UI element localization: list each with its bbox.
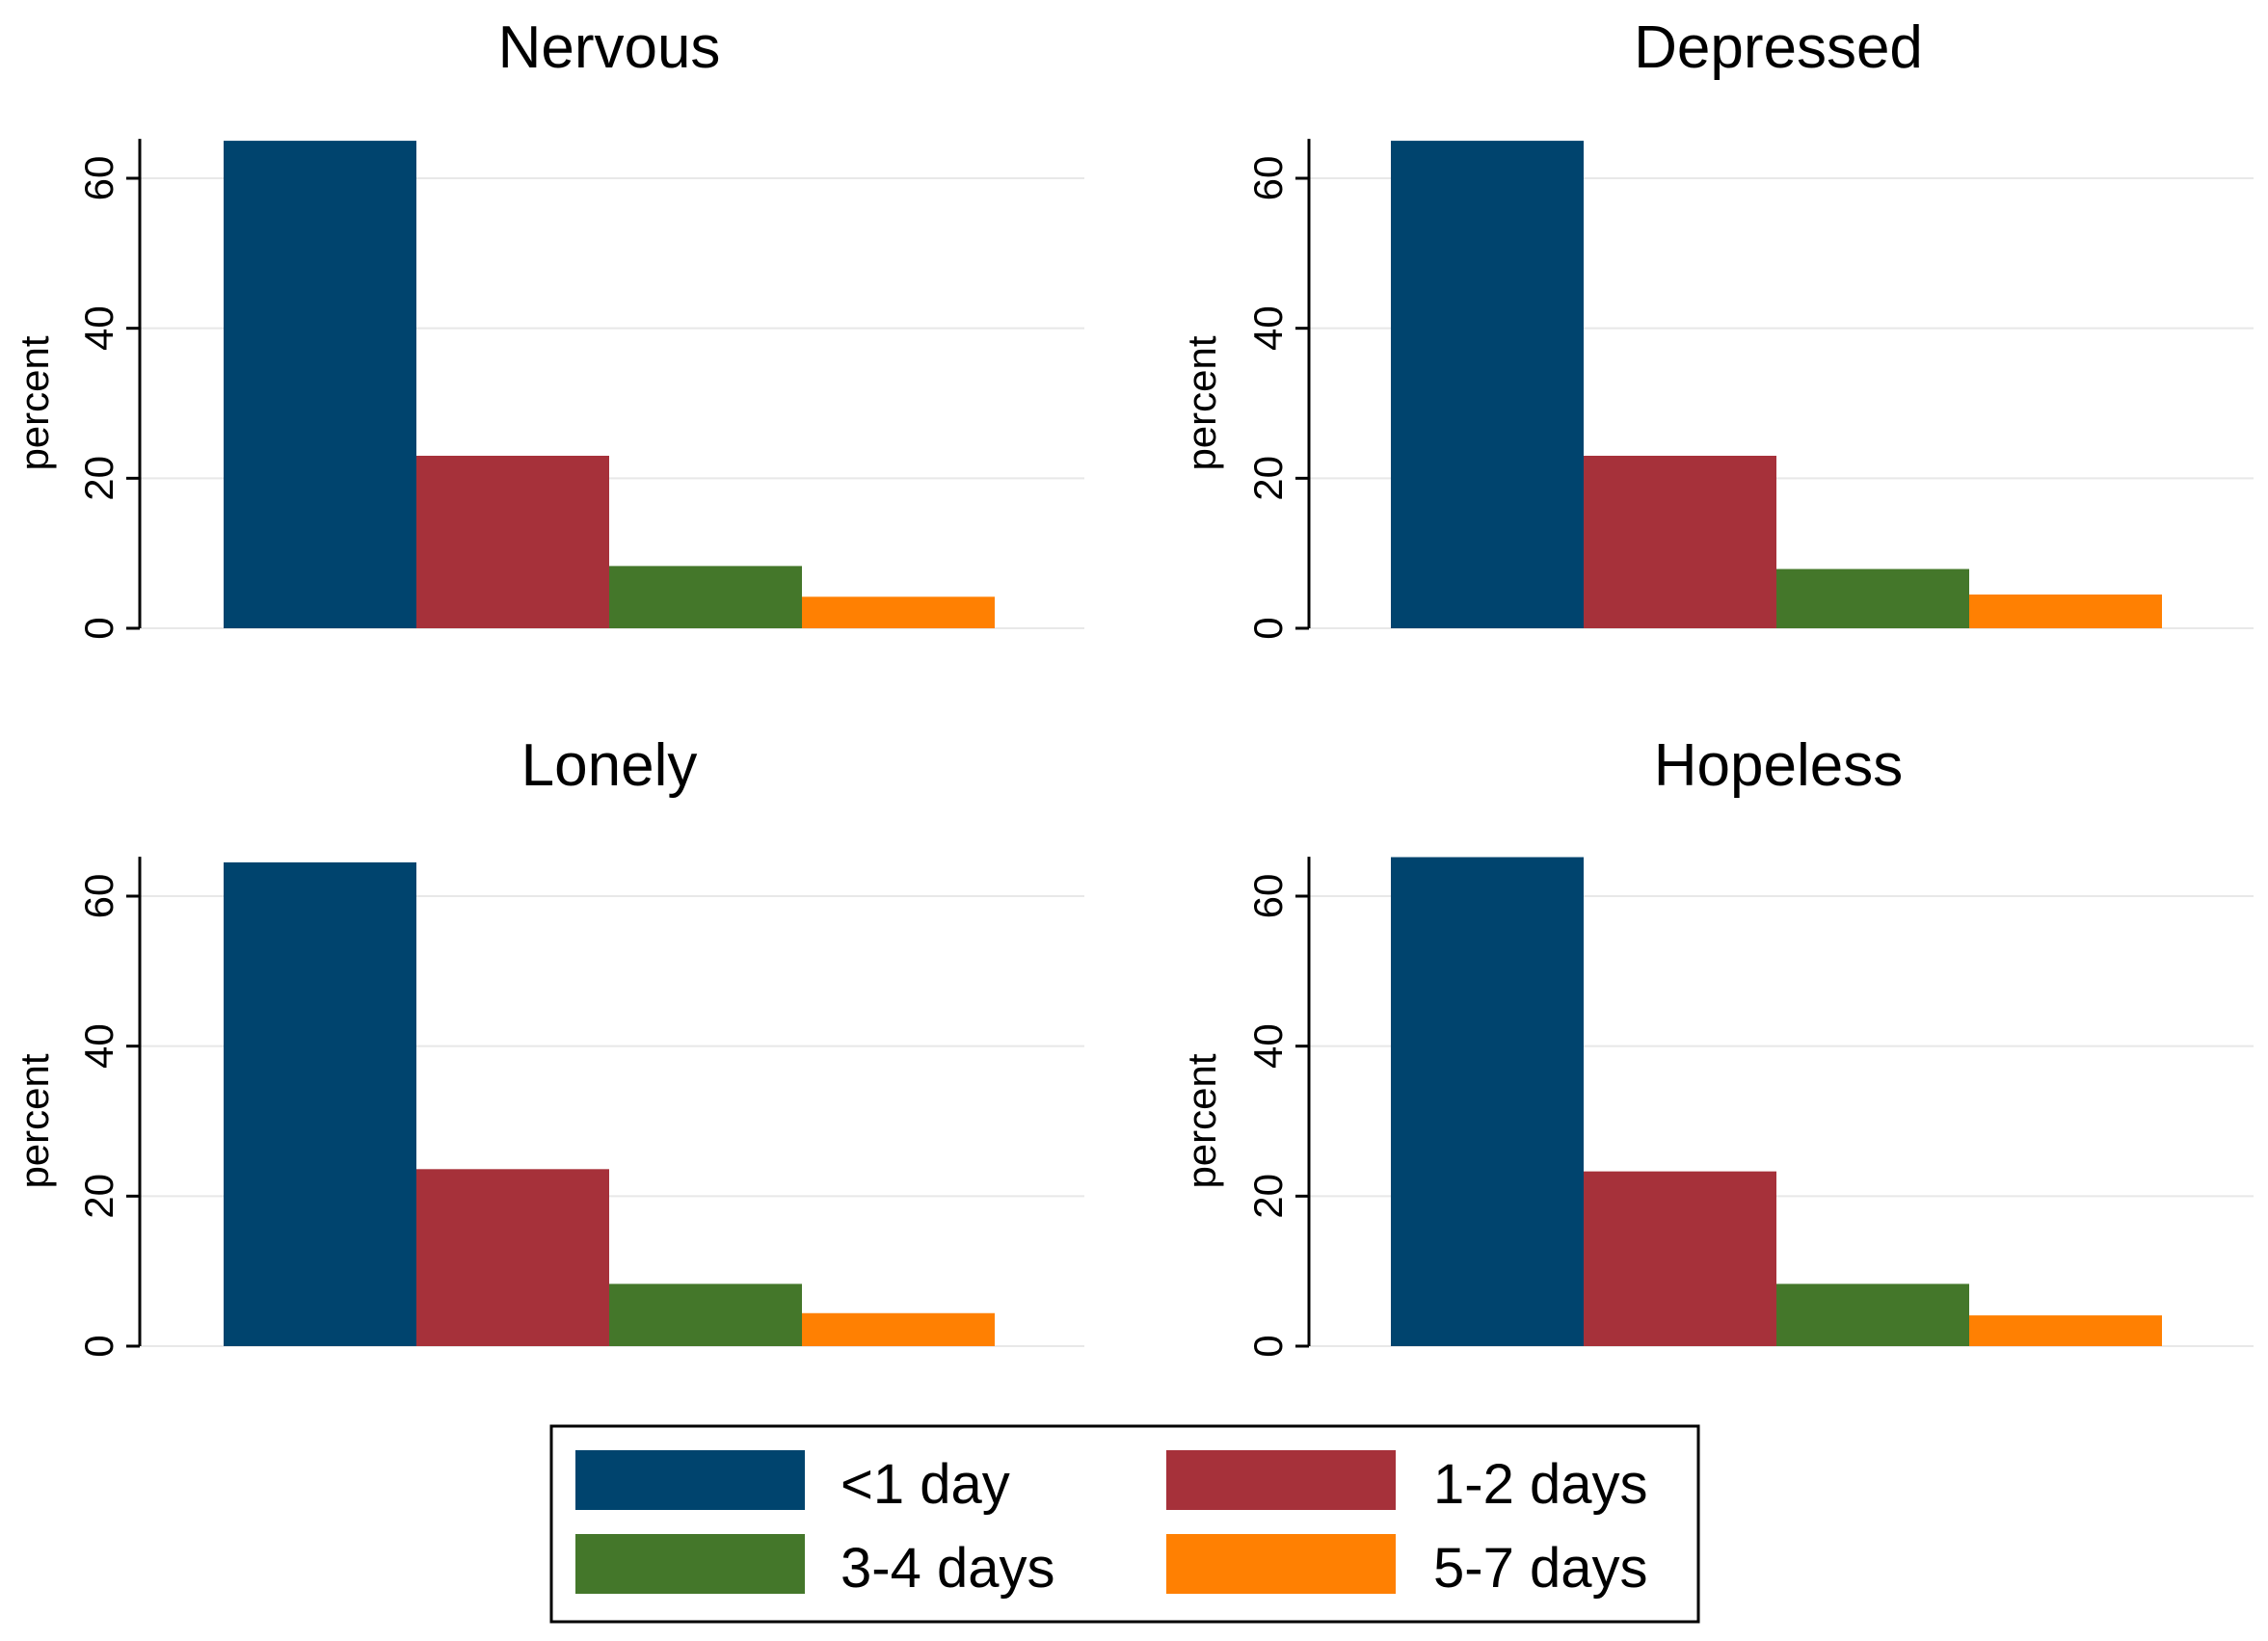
panel-depressed-ytick-label-60: 60 xyxy=(1245,156,1291,201)
panel-hopeless-bar-1-day xyxy=(1391,857,1584,1346)
legend-label-3-4-days: 3-4 days xyxy=(840,1537,1054,1600)
panel-hopeless-title: Hopeless xyxy=(1654,732,1903,799)
panel-nervous-ytick-label-0: 0 xyxy=(76,617,121,639)
panel-lonely-bar-1-2-days xyxy=(416,1169,609,1346)
panel-lonely-ytick-label-20: 20 xyxy=(76,1174,121,1219)
legend-swatch-3-4-days xyxy=(575,1534,805,1594)
panel-nervous-ytick-label-60: 60 xyxy=(76,156,121,201)
panel-hopeless-bar-1-2-days xyxy=(1584,1171,1776,1346)
panel-hopeless-bar-5-7-days xyxy=(1969,1315,2162,1346)
panel-nervous: Nervous 0 20 40 60 percent xyxy=(12,14,1084,640)
panel-hopeless-ytick-label-20: 20 xyxy=(1245,1174,1291,1219)
panel-depressed-ytick-label-40: 40 xyxy=(1245,305,1291,351)
legend-swatch-1-day xyxy=(575,1450,805,1510)
legend-item-1-2-days: 1-2 days xyxy=(1166,1450,1647,1516)
panel-nervous-ytick-label-20: 20 xyxy=(76,456,121,501)
panel-nervous-ytick-label-40: 40 xyxy=(76,305,121,351)
panel-lonely-bar-1-day xyxy=(224,861,416,1346)
panel-hopeless-ylabel: percent xyxy=(1179,1053,1224,1188)
panel-lonely-ytick-label-0: 0 xyxy=(76,1335,121,1357)
legend-label-1-2-days: 1-2 days xyxy=(1433,1453,1647,1516)
legend: <1 day 1-2 days 3-4 days 5-7 days xyxy=(549,1424,1700,1624)
panel-depressed-bar-3-4-days xyxy=(1776,569,1969,628)
legend-item-5-7-days: 5-7 days xyxy=(1166,1534,1647,1600)
panel-depressed-bar-5-7-days xyxy=(1969,594,2162,628)
panel-nervous-title: Nervous xyxy=(498,14,721,81)
panel-lonely-ylabel: percent xyxy=(12,1053,57,1188)
panel-depressed-ylabel: percent xyxy=(1179,335,1224,470)
chart-panels: Nervous 0 20 40 60 percent Depressed 0 20 40 60 per… xyxy=(12,14,2254,1358)
panel-nervous-bar-1-day xyxy=(224,141,416,629)
panel-depressed-title: Depressed xyxy=(1634,14,1923,81)
panel-lonely-bar-3-4-days xyxy=(609,1284,802,1346)
panel-nervous-bar-5-7-days xyxy=(802,596,995,628)
legend-label-5-7-days: 5-7 days xyxy=(1433,1537,1647,1600)
panel-hopeless-ytick-label-40: 40 xyxy=(1245,1023,1291,1069)
legend-swatch-1-2-days xyxy=(1166,1450,1396,1510)
panel-hopeless-bar-3-4-days xyxy=(1776,1284,1969,1346)
panel-depressed-ytick-label-20: 20 xyxy=(1245,456,1291,501)
panel-hopeless-ytick-label-0: 0 xyxy=(1245,1335,1291,1357)
panel-lonely: Lonely 0 20 40 60 percent xyxy=(12,732,1084,1358)
panel-nervous-bar-1-2-days xyxy=(416,455,609,628)
panel-lonely-title: Lonely xyxy=(521,732,698,799)
panel-depressed: Depressed 0 20 40 60 percent xyxy=(1179,14,2254,640)
panel-depressed-bar-1-2-days xyxy=(1584,455,1776,628)
panel-nervous-ylabel: percent xyxy=(12,335,57,470)
panel-lonely-ytick-label-40: 40 xyxy=(76,1023,121,1069)
panel-lonely-bar-5-7-days xyxy=(802,1312,995,1346)
panel-hopeless-ytick-label-60: 60 xyxy=(1245,874,1291,919)
panel-depressed-ytick-label-0: 0 xyxy=(1245,617,1291,639)
panel-hopeless: Hopeless 0 20 40 60 percent xyxy=(1179,732,2254,1358)
panel-depressed-bar-1-day xyxy=(1391,141,1584,629)
legend-item-3-4-days: 3-4 days xyxy=(575,1534,1054,1600)
legend-swatch-5-7-days xyxy=(1166,1534,1396,1594)
legend-label-1-day: <1 day xyxy=(840,1453,1010,1516)
legend-item-1-day: <1 day xyxy=(575,1450,1010,1516)
panel-nervous-bar-3-4-days xyxy=(609,566,802,628)
panel-lonely-ytick-label-60: 60 xyxy=(76,874,121,919)
